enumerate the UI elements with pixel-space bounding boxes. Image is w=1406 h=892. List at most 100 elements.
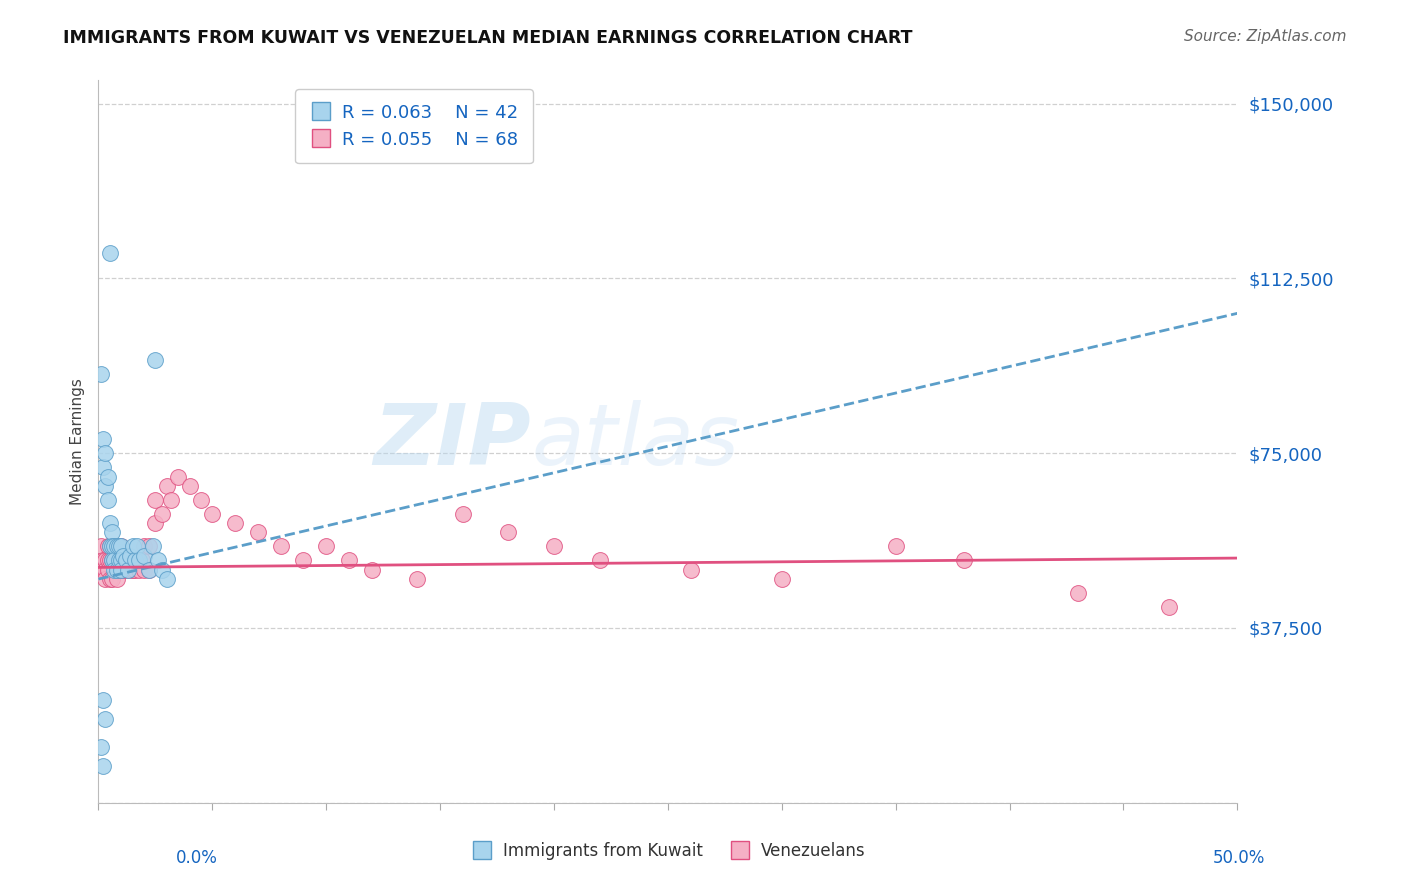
Point — [406, 572, 429, 586]
Point — [770, 572, 793, 586]
Point — [498, 525, 520, 540]
Point — [101, 572, 124, 586]
Point — [110, 563, 132, 577]
Point — [91, 693, 114, 707]
Point — [112, 553, 135, 567]
Point — [90, 739, 112, 754]
Point — [127, 553, 149, 567]
Point — [105, 540, 128, 554]
Point — [110, 563, 132, 577]
Point — [103, 553, 125, 567]
Point — [110, 540, 132, 554]
Point — [98, 540, 121, 554]
Point — [105, 572, 128, 586]
Point — [179, 479, 201, 493]
Point — [884, 540, 907, 554]
Point — [117, 553, 139, 567]
Point — [94, 563, 117, 577]
Point — [108, 563, 131, 577]
Point — [451, 507, 474, 521]
Point — [103, 563, 125, 577]
Point — [138, 563, 160, 577]
Point — [160, 492, 183, 507]
Point — [98, 553, 121, 567]
Text: IMMIGRANTS FROM KUWAIT VS VENEZUELAN MEDIAN EARNINGS CORRELATION CHART: IMMIGRANTS FROM KUWAIT VS VENEZUELAN MED… — [63, 29, 912, 46]
Point — [1157, 600, 1180, 615]
Point — [98, 540, 121, 554]
Point — [124, 553, 146, 567]
Point — [145, 492, 167, 507]
Point — [131, 553, 153, 567]
Point — [98, 516, 121, 530]
Point — [105, 563, 128, 577]
Point — [132, 549, 155, 563]
Point — [108, 553, 131, 567]
Point — [96, 469, 118, 483]
Point — [142, 540, 165, 554]
Point — [96, 492, 118, 507]
Point — [138, 563, 160, 577]
Point — [110, 553, 132, 567]
Point — [103, 540, 125, 554]
Point — [201, 507, 224, 521]
Point — [337, 553, 360, 567]
Point — [1067, 586, 1090, 600]
Point — [132, 540, 155, 554]
Point — [138, 540, 160, 554]
Point — [150, 507, 173, 521]
Point — [128, 553, 150, 567]
Point — [91, 432, 114, 446]
Point — [91, 758, 114, 772]
Point — [246, 525, 269, 540]
Point — [101, 525, 124, 540]
Point — [94, 712, 117, 726]
Point — [110, 553, 132, 567]
Legend: Immigrants from Kuwait, Venezuelans: Immigrants from Kuwait, Venezuelans — [463, 836, 873, 867]
Point — [103, 540, 125, 554]
Point — [121, 540, 143, 554]
Point — [98, 245, 121, 260]
Point — [101, 540, 124, 554]
Y-axis label: Median Earnings: Median Earnings — [69, 378, 84, 505]
Point — [90, 540, 112, 554]
Point — [91, 553, 114, 567]
Point — [94, 553, 117, 567]
Point — [101, 553, 124, 567]
Point — [108, 540, 131, 554]
Point — [114, 553, 136, 567]
Point — [94, 446, 117, 460]
Point — [156, 479, 179, 493]
Point — [91, 460, 114, 475]
Point — [543, 540, 565, 554]
Point — [121, 553, 143, 567]
Point — [292, 553, 315, 567]
Point — [105, 540, 128, 554]
Point — [108, 553, 131, 567]
Point — [224, 516, 246, 530]
Point — [94, 572, 117, 586]
Point — [190, 492, 212, 507]
Point — [150, 563, 173, 577]
Point — [90, 367, 112, 381]
Point — [167, 469, 190, 483]
Point — [145, 353, 167, 368]
Point — [105, 553, 128, 567]
Point — [588, 553, 610, 567]
Point — [91, 563, 114, 577]
Point — [101, 553, 124, 567]
Point — [270, 540, 292, 554]
Point — [114, 563, 136, 577]
Point — [98, 572, 121, 586]
Point — [96, 540, 118, 554]
Point — [114, 553, 136, 567]
Point — [145, 516, 167, 530]
Text: Source: ZipAtlas.com: Source: ZipAtlas.com — [1184, 29, 1347, 44]
Point — [127, 540, 149, 554]
Point — [679, 563, 702, 577]
Point — [121, 563, 143, 577]
Point — [96, 563, 118, 577]
Point — [156, 572, 179, 586]
Point — [103, 553, 125, 567]
Point — [112, 563, 135, 577]
Point — [101, 540, 124, 554]
